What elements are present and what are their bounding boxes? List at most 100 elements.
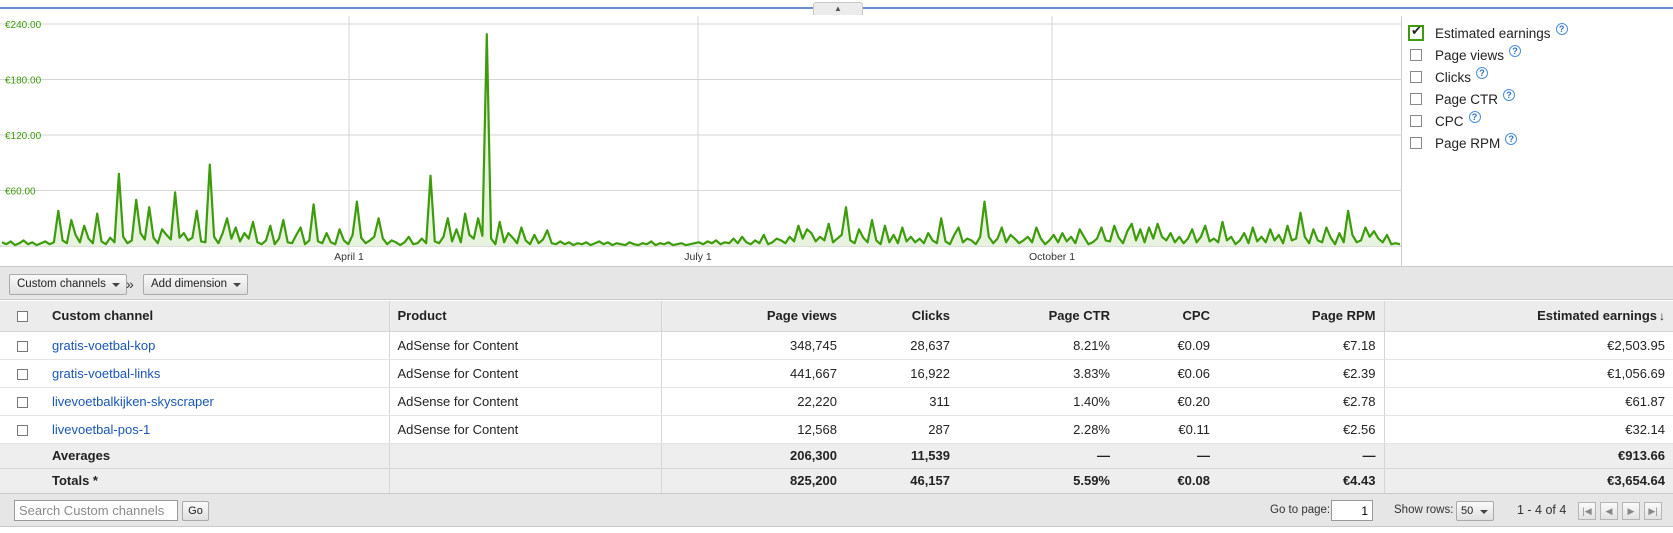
page-rpm-cell: — bbox=[1218, 443, 1384, 469]
column-header-cpc[interactable]: CPC bbox=[1118, 301, 1218, 332]
chevron-down-icon bbox=[1480, 510, 1488, 514]
metric-label: Estimated earnings bbox=[1435, 25, 1551, 41]
metric-page-rpm[interactable]: Page RPM ? bbox=[1410, 132, 1670, 154]
earnings-cell: €913.66 bbox=[1383, 443, 1673, 469]
row-select-cell bbox=[0, 387, 44, 416]
column-header-estimated-earnings[interactable]: Estimated earnings ↓ bbox=[1383, 301, 1673, 332]
row-select-cell bbox=[0, 359, 44, 388]
averages-row: Averages 206,300 11,539 — — — €913.66 bbox=[0, 443, 1673, 469]
add-dimension-dropdown[interactable]: Add dimension bbox=[143, 274, 249, 295]
channel-cell: livevoetbalkijken-skyscraper bbox=[44, 387, 389, 416]
help-icon[interactable]: ? bbox=[1476, 67, 1488, 79]
channel-link[interactable]: livevoetbal-pos-1 bbox=[52, 421, 151, 437]
x-tick-label: July 1 bbox=[684, 251, 712, 263]
metric-estimated-earnings[interactable]: Estimated earnings ? bbox=[1408, 22, 1670, 44]
product-cell: AdSense for Content bbox=[388, 387, 661, 416]
metric-page-ctr[interactable]: Page CTR ? bbox=[1410, 88, 1670, 110]
column-header-clicks[interactable]: Clicks bbox=[845, 301, 958, 332]
metric-checkbox[interactable] bbox=[1408, 24, 1424, 41]
y-tick-label: €120.00 bbox=[5, 131, 42, 142]
select-all-cell bbox=[0, 301, 44, 332]
page-rpm-cell: €2.39 bbox=[1218, 359, 1384, 388]
empty-cell bbox=[0, 468, 44, 494]
page-views-cell: 206,300 bbox=[660, 443, 845, 469]
column-header-page-rpm[interactable]: Page RPM bbox=[1218, 301, 1384, 332]
page-views-cell: 22,220 bbox=[660, 387, 845, 416]
x-tick-label: April 1 bbox=[334, 251, 364, 263]
channel-cell: livevoetbal-pos-1 bbox=[44, 415, 389, 444]
prev-page-icon[interactable]: ◀ bbox=[1600, 502, 1618, 520]
page-ctr-cell: 2.28% bbox=[958, 415, 1118, 444]
table-row: livevoetbalkijken-skyscraper AdSense for… bbox=[0, 387, 1673, 416]
metric-selector: Estimated earnings ? Page views ? Clicks… bbox=[1408, 22, 1670, 154]
summary-label: Averages bbox=[44, 443, 389, 469]
metric-clicks[interactable]: Clicks ? bbox=[1410, 66, 1670, 88]
chart-canvas: €240.00 €180.00 €120.00 €60.00 April 1 July 1… bbox=[0, 16, 1402, 263]
page-ctr-cell: 3.83% bbox=[958, 359, 1118, 388]
metric-checkbox[interactable] bbox=[1410, 93, 1422, 105]
help-icon[interactable]: ? bbox=[1505, 133, 1518, 145]
cpc-cell: €0.11 bbox=[1118, 415, 1218, 444]
column-header-custom-channel[interactable]: Custom channel bbox=[44, 301, 389, 332]
metric-checkbox[interactable] bbox=[1410, 71, 1422, 83]
page-views-cell: 348,745 bbox=[660, 331, 845, 360]
help-icon[interactable]: ? bbox=[1555, 23, 1568, 35]
go-to-page-label: Go to page: bbox=[1270, 504, 1331, 516]
channel-link[interactable]: gratis-voetbal-links bbox=[52, 365, 161, 381]
sort-desc-icon: ↓ bbox=[1659, 309, 1665, 324]
column-header-page-views[interactable]: Page views bbox=[660, 301, 845, 332]
column-header-page-ctr[interactable]: Page CTR bbox=[958, 301, 1118, 332]
table-row: livevoetbal-pos-1 AdSense for Content 12… bbox=[0, 415, 1673, 444]
help-icon[interactable]: ? bbox=[1503, 89, 1516, 101]
metric-page-views[interactable]: Page views ? bbox=[1410, 44, 1670, 66]
last-page-icon[interactable]: ▶| bbox=[1644, 502, 1662, 520]
dropdown-label: Add dimension bbox=[151, 278, 228, 290]
chevron-down-icon bbox=[111, 283, 120, 287]
product-cell: AdSense for Content bbox=[388, 331, 661, 360]
channel-link[interactable]: livevoetbalkijken-skyscraper bbox=[52, 393, 214, 409]
row-checkbox[interactable] bbox=[17, 368, 28, 380]
page-ctr-cell: — bbox=[958, 443, 1118, 469]
header-label: Estimated earnings bbox=[1537, 308, 1657, 324]
earnings-cell: €3,654.64 bbox=[1383, 468, 1673, 494]
product-cell: AdSense for Content bbox=[388, 359, 661, 388]
product-cell bbox=[388, 443, 661, 469]
collapse-chart-button[interactable]: ▲ bbox=[813, 2, 863, 15]
clicks-cell: 16,922 bbox=[845, 359, 958, 388]
clicks-cell: 311 bbox=[845, 387, 958, 416]
page-views-cell: 825,200 bbox=[660, 468, 845, 494]
next-page-icon[interactable]: ▶ bbox=[1622, 502, 1640, 520]
page-number-input[interactable] bbox=[1331, 500, 1373, 521]
x-tick-label: October 1 bbox=[1029, 251, 1075, 263]
page-rpm-cell: €2.56 bbox=[1218, 415, 1384, 444]
column-header-product[interactable]: Product bbox=[388, 301, 661, 332]
clicks-cell: 11,539 bbox=[845, 443, 958, 469]
metric-cpc[interactable]: CPC ? bbox=[1410, 110, 1670, 132]
metric-label: CPC bbox=[1435, 113, 1464, 129]
row-checkbox[interactable] bbox=[17, 340, 28, 352]
metric-label: Page CTR bbox=[1435, 91, 1499, 107]
table-row: gratis-voetbal-kop AdSense for Content 3… bbox=[0, 331, 1673, 360]
earnings-cell: €2,503.95 bbox=[1383, 331, 1673, 360]
earnings-cell: €61.87 bbox=[1383, 387, 1673, 416]
metric-checkbox[interactable] bbox=[1410, 115, 1422, 127]
first-page-icon[interactable]: |◀ bbox=[1578, 502, 1596, 520]
search-input[interactable] bbox=[14, 500, 178, 521]
go-button[interactable]: Go bbox=[182, 501, 209, 521]
channel-link[interactable]: gratis-voetbal-kop bbox=[52, 337, 156, 353]
select-all-checkbox[interactable] bbox=[17, 311, 28, 323]
help-icon[interactable]: ? bbox=[1509, 45, 1522, 57]
table-header-row: Custom channel Product Page views Clicks… bbox=[0, 301, 1673, 332]
series-line bbox=[1, 33, 1401, 247]
row-checkbox[interactable] bbox=[17, 396, 28, 408]
custom-channels-dropdown[interactable]: Custom channels bbox=[9, 274, 127, 295]
metric-checkbox[interactable] bbox=[1410, 137, 1422, 149]
page-rpm-cell: €7.18 bbox=[1218, 331, 1384, 360]
row-checkbox[interactable] bbox=[17, 424, 28, 436]
y-tick-label: €240.00 bbox=[5, 20, 42, 31]
breadcrumb-separator: » bbox=[126, 276, 134, 292]
rows-per-page-select[interactable]: 50 bbox=[1456, 501, 1494, 521]
help-icon[interactable]: ? bbox=[1468, 111, 1481, 123]
page-ctr-cell: 8.21% bbox=[958, 331, 1118, 360]
metric-checkbox[interactable] bbox=[1410, 49, 1422, 61]
